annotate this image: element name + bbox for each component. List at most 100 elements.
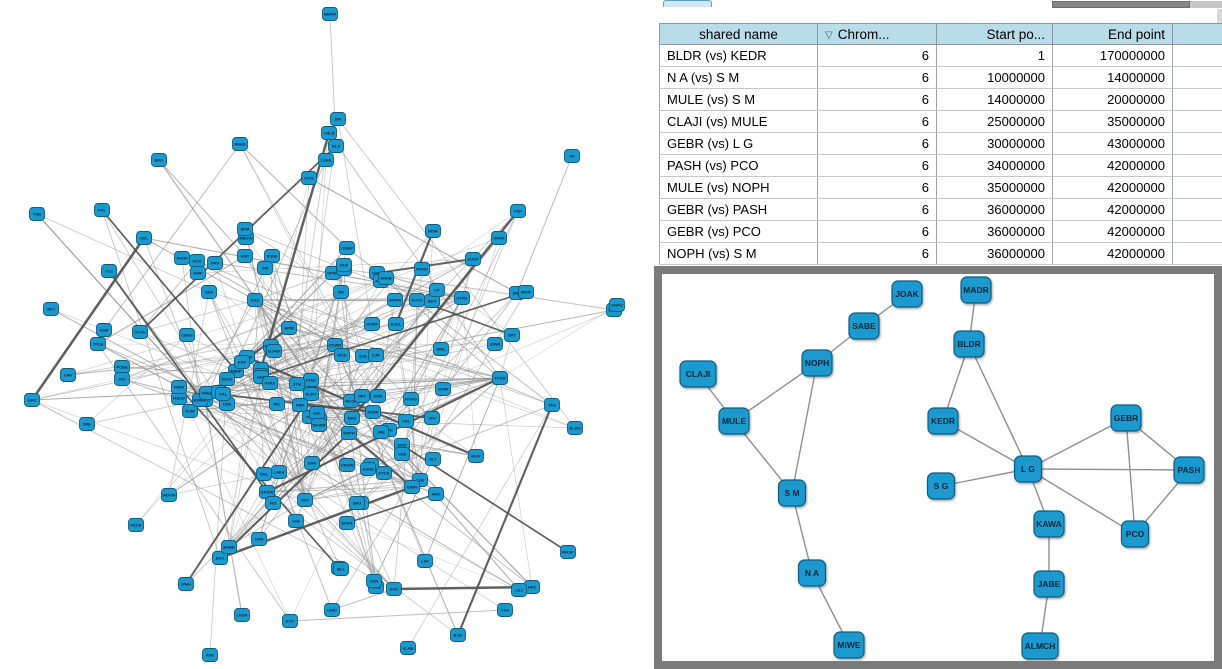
graph-node[interactable]: KEDR (927, 407, 959, 435)
graph-node[interactable]: JGC (114, 372, 130, 386)
graph-edge[interactable] (254, 299, 312, 381)
graph-node[interactable]: KWF (190, 266, 206, 280)
graph-node[interactable]: AGC (386, 582, 402, 596)
graph-edge[interactable] (97, 343, 180, 388)
graph-node[interactable]: DUOF (465, 252, 481, 266)
graph-node[interactable]: WUD (334, 348, 350, 362)
graph-edge[interactable] (36, 213, 210, 293)
graph-node[interactable]: MFJ (43, 302, 59, 316)
graph-node[interactable]: MULE (718, 407, 750, 435)
table-cell[interactable]: 8.9 (1172, 198, 1222, 221)
graph-edge[interactable] (499, 377, 533, 588)
graph-node[interactable]: ALMCH (1021, 632, 1059, 660)
column-header[interactable]: Start po... (936, 23, 1053, 45)
graph-edge[interactable] (121, 378, 206, 401)
graph-edge[interactable] (304, 468, 369, 501)
graph-node[interactable]: BLDR (953, 330, 985, 358)
table-cell[interactable]: 36000000 (936, 220, 1053, 243)
graph-edge[interactable] (103, 143, 241, 331)
graph-node[interactable]: OROW (339, 458, 355, 472)
graph-edge[interactable] (360, 377, 501, 504)
table-cell[interactable]: 6 (817, 198, 937, 221)
table-cell[interactable]: 14000000 (936, 88, 1053, 111)
graph-edge[interactable] (239, 143, 348, 249)
column-header[interactable]: End point (1052, 23, 1173, 45)
table-cell[interactable]: MULE (vs) S M (659, 88, 818, 111)
graph-edge[interactable] (461, 297, 513, 336)
graph-edge[interactable] (346, 464, 375, 582)
graph-node[interactable]: BKD (151, 153, 167, 167)
graph-node[interactable]: GSB (96, 323, 112, 337)
graph-node[interactable]: KLPC (303, 387, 319, 401)
graph-node[interactable]: KJUL (388, 317, 404, 331)
graph-edge[interactable] (1027, 468, 1136, 535)
graph-edge[interactable] (121, 237, 500, 380)
filter-funnel-icon[interactable]: ▽ (825, 29, 833, 41)
graph-edge[interactable] (254, 299, 533, 588)
graph-edge[interactable] (208, 291, 342, 570)
table-cell[interactable]: 10000000 (936, 66, 1053, 89)
graph-edge[interactable] (968, 343, 1029, 470)
graph-edge[interactable] (97, 343, 291, 622)
graph-edge[interactable] (239, 143, 379, 397)
graph-node[interactable]: PCO (1120, 520, 1150, 548)
graph-edge[interactable] (318, 210, 519, 420)
table-row[interactable]: BLDR (vs) KEDR61170000000192.0 (659, 44, 1222, 67)
graph-node[interactable]: KIAD (303, 373, 319, 387)
table-row[interactable]: CLAJI (vs) MULE625000000350000005.9 (659, 110, 1222, 133)
table-cell[interactable]: 34000000 (936, 154, 1053, 177)
graph-edge[interactable] (189, 410, 291, 622)
table-cell[interactable]: 42000000 (1052, 198, 1173, 221)
graph-node[interactable]: MIWE (833, 631, 865, 659)
graph-edge[interactable] (254, 299, 265, 475)
graph-node[interactable]: CRL (256, 467, 272, 481)
graph-node[interactable]: ONBP (339, 241, 355, 255)
graph-edge[interactable] (101, 209, 221, 559)
graph-edge[interactable] (351, 309, 615, 419)
graph-edge[interactable] (308, 177, 518, 294)
graph-node[interactable]: IAH (288, 514, 304, 528)
table-cell[interactable]: GEBR (vs) PCO (659, 220, 818, 243)
graph-node[interactable]: LEJ (511, 583, 527, 597)
graph-node[interactable]: CBGV (179, 328, 195, 342)
graph-node[interactable]: SMJ (349, 496, 365, 510)
graph-edge[interactable] (139, 331, 353, 419)
graph-node[interactable]: S G (926, 472, 956, 500)
graph-node[interactable]: DAP (304, 456, 320, 470)
graph-node[interactable]: WMH (178, 577, 194, 591)
graph-edge[interactable] (393, 268, 423, 590)
graph-node[interactable]: FBF (292, 398, 308, 412)
graph-node[interactable]: VJJ (101, 264, 117, 278)
graph-edge[interactable] (121, 366, 312, 381)
graph-node[interactable]: ULHE (400, 641, 416, 655)
graph-edge[interactable] (304, 486, 413, 501)
graph-edge[interactable] (31, 297, 463, 401)
graph-edge[interactable] (407, 404, 553, 649)
graph-edge[interactable] (168, 344, 336, 496)
graph-edge[interactable] (348, 432, 413, 488)
graph-edge[interactable] (67, 344, 336, 376)
table-cell[interactable]: 16.9 (1172, 132, 1222, 155)
graph-node[interactable]: L G (1013, 455, 1043, 483)
table-cell[interactable]: 43000000 (1052, 132, 1173, 155)
table-row[interactable]: NOPH (vs) S M636000000420000009.9 (659, 242, 1222, 265)
table-cell[interactable]: 5.9 (1172, 110, 1222, 133)
table-cell[interactable]: 6 (817, 220, 937, 243)
graph-node[interactable]: TVGH (492, 371, 508, 385)
graph-node[interactable]: PCEB (114, 360, 130, 374)
graph-edge[interactable] (940, 468, 1029, 487)
column-header[interactable]: ▽ Chrom... (817, 23, 937, 45)
graph-edge[interactable] (278, 132, 330, 473)
graph-node[interactable]: AMC (428, 487, 444, 501)
graph-node[interactable]: GJAW (266, 344, 282, 358)
graph-edge[interactable] (30, 237, 146, 401)
graph-node[interactable]: BPI (330, 112, 346, 126)
table-cell[interactable]: 6.6 (1172, 66, 1222, 89)
graph-node[interactable]: AOGE (360, 462, 376, 476)
graph-edge[interactable] (304, 479, 421, 501)
graph-edge[interactable] (348, 432, 477, 457)
table-row[interactable]: MULE (vs) S M614000000200000007.5 (659, 88, 1222, 111)
graph-edge[interactable] (278, 432, 350, 473)
graph-node[interactable]: N A (797, 559, 827, 587)
graph-node[interactable]: DNN (370, 389, 386, 403)
